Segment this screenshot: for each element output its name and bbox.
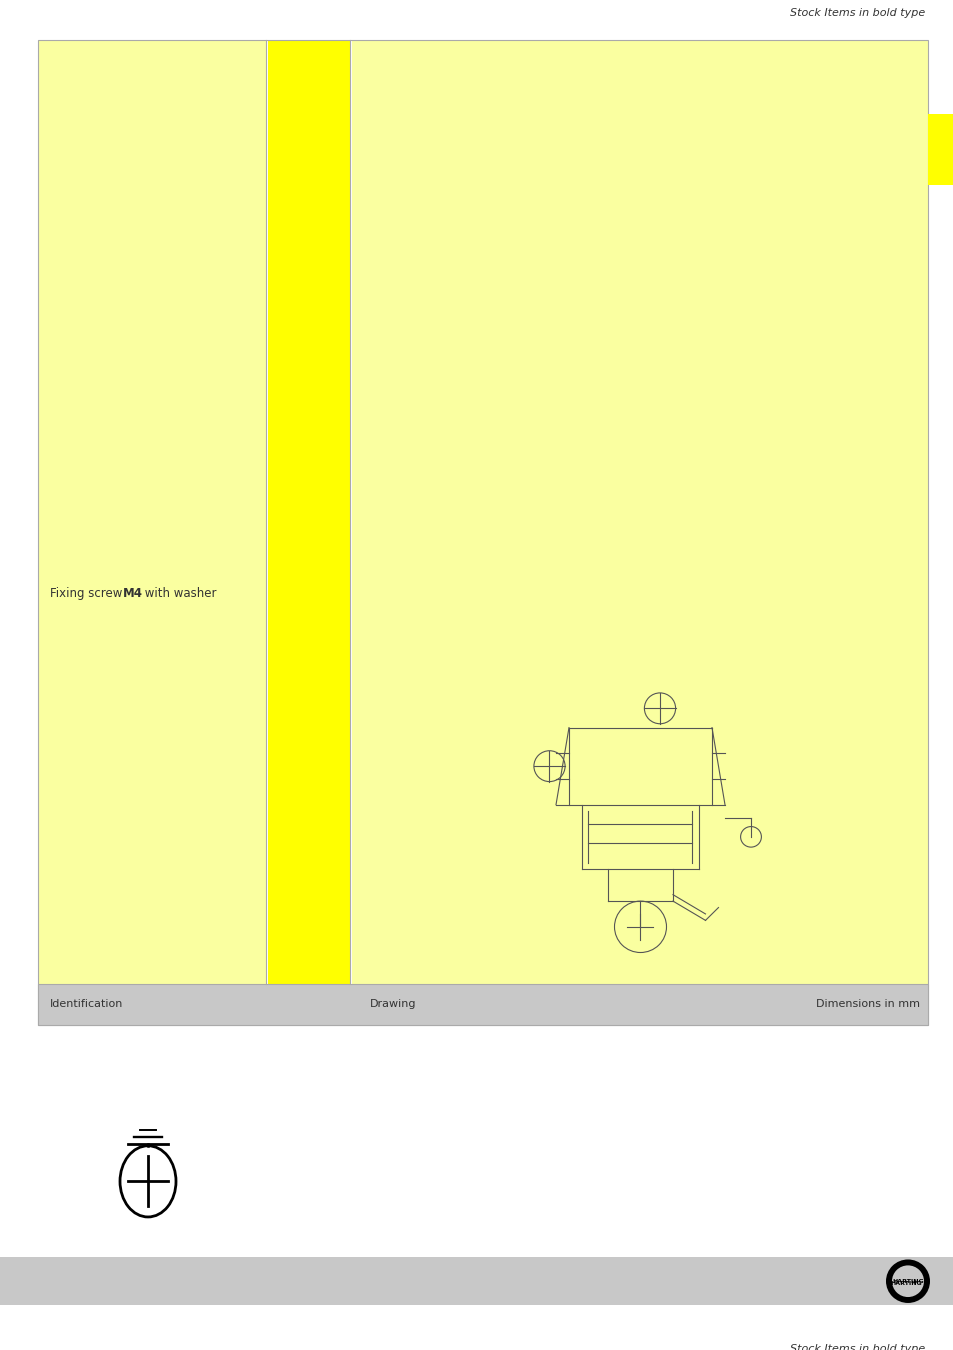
Text: Drawing: Drawing [370,999,416,1010]
Text: Fixing screw: Fixing screw [50,587,126,599]
Text: Identification: Identification [50,999,123,1010]
Circle shape [891,1265,923,1297]
Bar [927,113,953,185]
Text: HARTING: HARTING [891,1278,923,1284]
Text: Stock Items in bold type: Stock Items in bold type [789,8,924,18]
Circle shape [885,1260,929,1303]
Text: with washer: with washer [141,587,216,599]
Bar [268,39,350,984]
Text: HARTING: HARTING [889,1281,921,1285]
Text: Stock Items in bold type: Stock Items in bold type [789,1345,924,1350]
Bar [38,39,927,1025]
Bar [38,984,927,1025]
Text: M4: M4 [123,587,143,599]
Bar [0,1257,953,1305]
Bar [38,39,266,984]
Text: Dimensions in mm: Dimensions in mm [815,999,919,1010]
Bar [352,39,927,984]
